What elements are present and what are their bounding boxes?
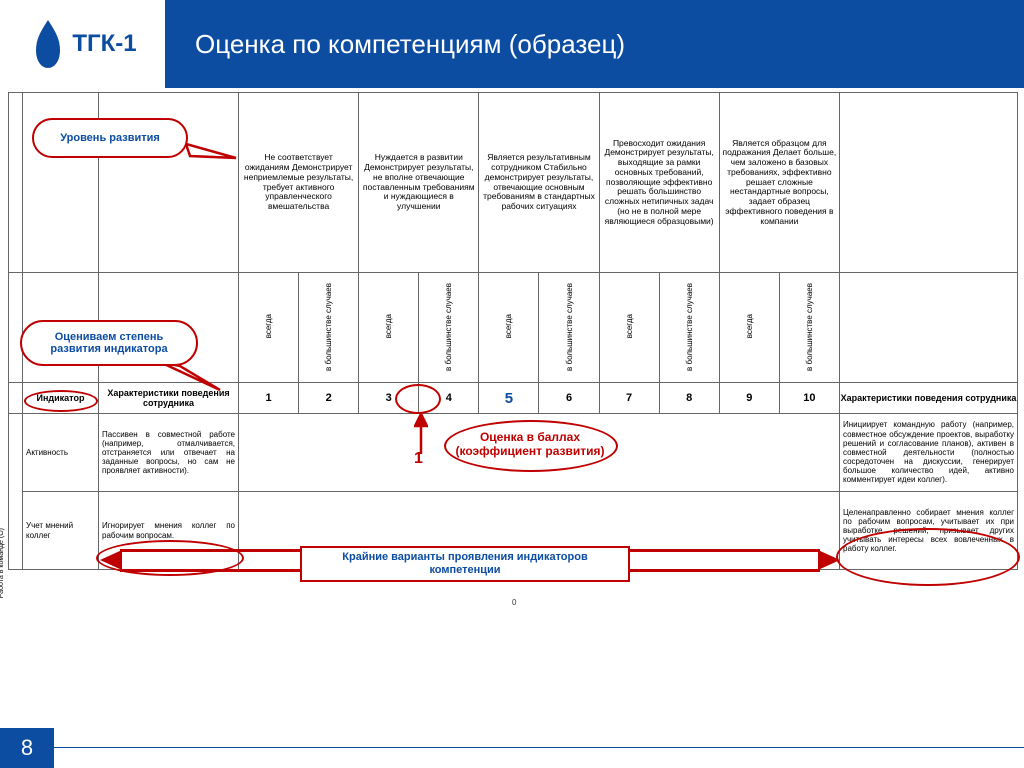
indicator-1-right: Инициирует командную работу (например, с… <box>840 414 1018 492</box>
indicator-2-name: Учет мнений коллег <box>23 492 99 570</box>
indicator-1-left: Пассивен в совместной работе (например, … <box>99 414 239 492</box>
slide-title: Оценка по компетенциям (образец) <box>195 29 625 60</box>
label-one: 1 <box>414 450 423 468</box>
callout-extremes: Крайние варианты проявления индикаторов … <box>300 546 630 582</box>
indicator-1-name: Активность <box>23 414 99 492</box>
score-10: 10 <box>779 383 839 414</box>
logo-container: ТГК-1 <box>0 0 165 88</box>
circle-score-5 <box>395 384 441 414</box>
callout-score-coef: Оценка в баллах (коэффициент развития) <box>452 428 608 461</box>
logo-text: ТГК-1 <box>72 30 136 58</box>
callout-indicator-degree: Оцениваем степень развития индикатора <box>20 320 198 366</box>
zero-label: 0 <box>512 598 516 607</box>
circle-left-extreme <box>96 540 244 576</box>
level-4-desc: Превосходит ожидания Демонстрирует резул… <box>599 93 719 273</box>
circle-indicator <box>24 390 98 412</box>
arrow-to-5 <box>414 414 428 454</box>
score-2: 2 <box>299 383 359 414</box>
level-2-desc: Нуждается в развитии Демонстрирует резул… <box>359 93 479 273</box>
slide-number: 8 <box>0 728 54 768</box>
company-logo: ТГК-1 <box>28 18 136 70</box>
callout-indicator-tail <box>150 360 230 400</box>
level-5-desc: Является образцом для подражания Делает … <box>719 93 839 273</box>
level-1-desc: Не соответствует ожиданиям Демонстрирует… <box>239 93 359 273</box>
score-8: 8 <box>659 383 719 414</box>
callout-level: Уровень развития <box>32 118 188 158</box>
score-9: 9 <box>719 383 779 414</box>
level-3-desc: Является результативным сотрудником Стаб… <box>479 93 599 273</box>
side-category-label: Работа в команде (О) <box>0 528 5 598</box>
score-5: 5 <box>479 383 539 414</box>
flame-icon <box>28 18 68 70</box>
callout-level-tail <box>186 136 246 166</box>
slide-content: Работа в команде (О) Не соответствует ож… <box>0 88 1024 728</box>
footer-line <box>54 747 1024 748</box>
score-6: 6 <box>539 383 599 414</box>
char-right-header: Характеристики поведения сотрудника <box>840 383 1018 414</box>
circle-right-extreme <box>836 528 1020 586</box>
score-1: 1 <box>239 383 299 414</box>
score-7: 7 <box>599 383 659 414</box>
slide-header: ТГК-1 Оценка по компетенциям (образец) <box>0 0 1024 88</box>
